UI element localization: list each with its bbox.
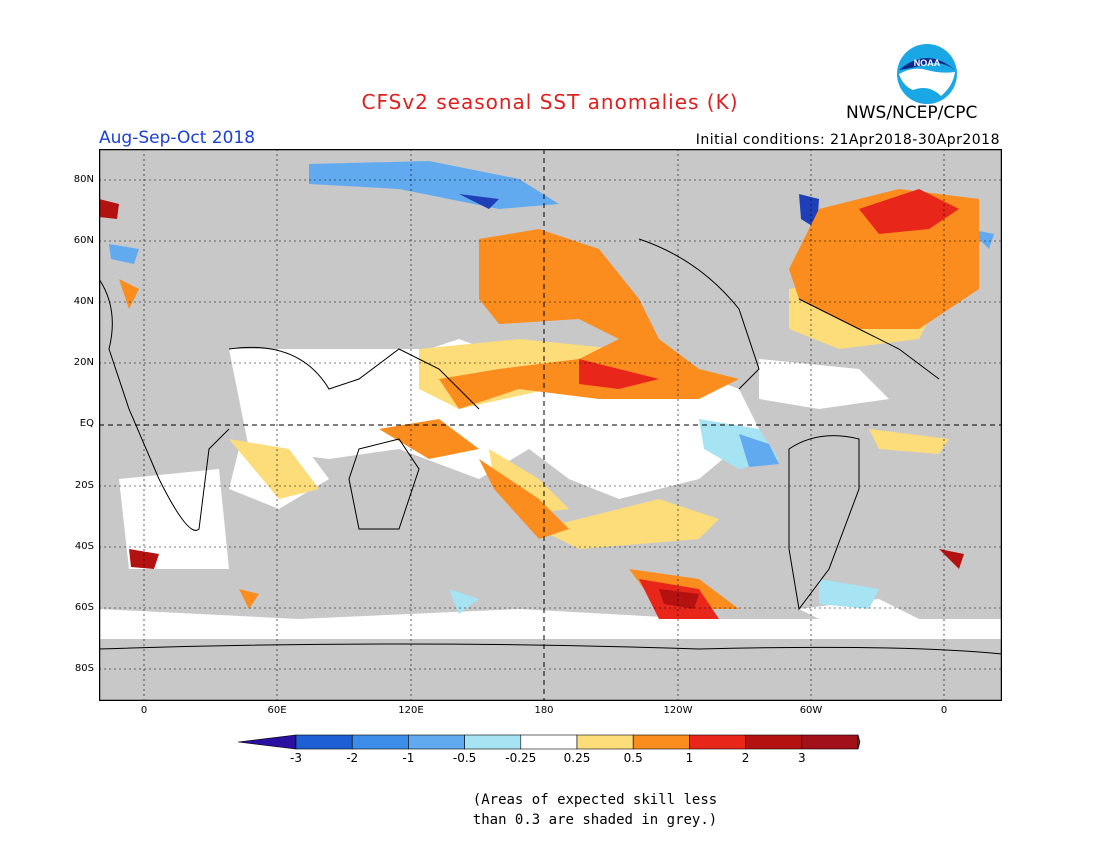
lat-label: 80S: [74, 663, 94, 674]
colorbar-cell: [351, 734, 409, 750]
colorbar-cell: [745, 734, 803, 750]
lon-label: 0: [940, 705, 948, 716]
lon-label: 0: [140, 705, 148, 716]
colorbar-arrow-high: [857, 734, 861, 750]
colorbar-tick: 1: [685, 751, 694, 765]
lat-label: 20N: [73, 357, 94, 368]
lat-label: 60N: [73, 235, 94, 246]
lat-label: 80N: [73, 174, 94, 185]
map-frame: [99, 149, 1002, 701]
equator-dateline: [99, 149, 1002, 701]
gridlines: [99, 149, 1002, 701]
colorbar-tick: -0.5: [452, 751, 477, 765]
season-label: Aug-Sep-Oct 2018: [99, 128, 256, 148]
colorbar-cell: [520, 734, 578, 750]
initial-conditions-label: Initial conditions: 21Apr2018-30Apr2018: [695, 132, 1000, 148]
colorbar-tick: 3: [797, 751, 806, 765]
colorbar-tick: -3: [290, 751, 302, 765]
lon-label: 120W: [663, 705, 693, 716]
colorbar-cell: [689, 734, 746, 750]
colorbar-tick: 0.5: [623, 751, 643, 765]
agency-label: NWS/NCEP/CPC: [846, 103, 978, 123]
colorbar-cell: [632, 734, 690, 750]
colorbar-cell: [295, 734, 353, 750]
colorbar-tick: -2: [346, 751, 359, 765]
lat-label: 40S: [74, 541, 94, 552]
lon-label: 60E: [267, 705, 287, 716]
colorbar-tick: -0.25: [505, 751, 537, 765]
noaa-logo-text: NOAA: [914, 58, 941, 68]
colorbar-tick: 2: [741, 751, 750, 765]
lat-label: 40N: [73, 296, 94, 307]
lat-label: EQ: [79, 418, 94, 429]
colorbar-cell: [801, 734, 859, 750]
lon-label: 180: [534, 705, 554, 716]
colorbar-arrow-low: [238, 734, 297, 750]
skill-footnote-line2: than 0.3 are shaded in grey.): [472, 812, 718, 828]
coastlines: [99, 238, 1002, 655]
colorbar: [238, 734, 861, 750]
map-title: CFSv2 seasonal SST anomalies (K): [361, 90, 739, 114]
antarctica: [99, 644, 1002, 701]
sst-anomaly-map: [99, 149, 1002, 701]
lon-label: 120E: [398, 705, 424, 716]
lon-label: 60W: [799, 705, 823, 716]
colorbar-cell: [408, 734, 465, 750]
colorbar-tick: -1: [402, 751, 415, 765]
lat-label: 60S: [74, 602, 94, 613]
colorbar-cell: [464, 734, 522, 750]
colorbar-cell: [576, 734, 634, 750]
noaa-logo: NOAA: [897, 44, 957, 104]
skill-footnote-line1: (Areas of expected skill less: [472, 792, 718, 808]
colorbar-tick: 0.25: [563, 751, 591, 765]
lat-label: 20S: [74, 480, 94, 491]
